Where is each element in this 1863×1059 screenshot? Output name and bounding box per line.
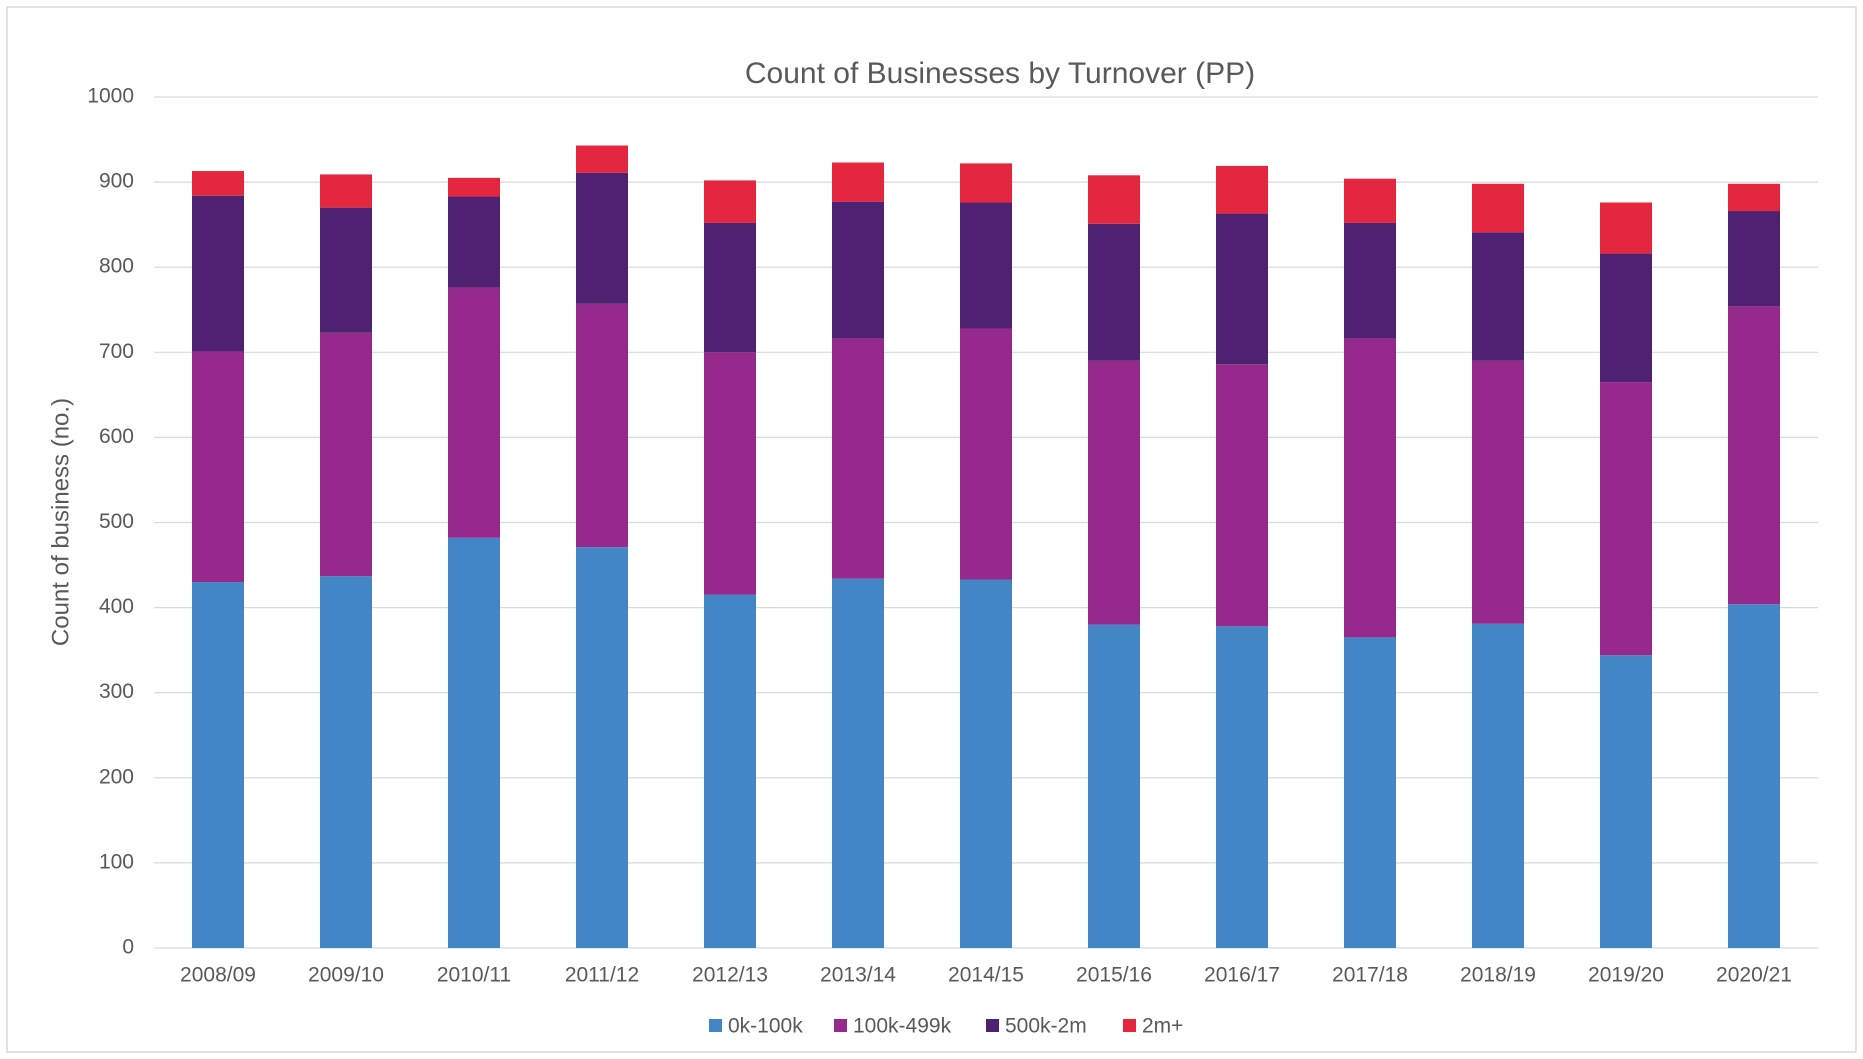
y-axis-label: Count of business (no.) [47,398,74,646]
y-tick-label: 500 [99,510,134,533]
bar-segment [1216,364,1268,627]
x-tick-label: 2014/15 [948,964,1024,987]
bar-segment [1088,624,1140,948]
bar-segment [192,195,244,352]
x-tick-label: 2008/09 [180,964,256,987]
bar-segment [320,332,372,577]
chart-border [6,6,1857,1053]
bar-segment [1344,178,1396,223]
bar-segment [960,328,1012,580]
bar-segment [704,180,756,223]
bar-segment [192,351,244,583]
bar-segment [320,576,372,948]
y-tick-label: 800 [99,255,134,278]
bar-segment [1600,253,1652,383]
bar-segment [960,202,1012,329]
bar-segment [1600,202,1652,254]
bar-segment [960,163,1012,203]
bar-segment [576,145,628,173]
x-tick-label: 2020/21 [1716,964,1792,987]
bar-segment [448,177,500,197]
x-tick-label: 2016/17 [1204,964,1280,987]
bar-segment [1600,382,1652,656]
bar-segment [1472,623,1524,948]
bar-segment [1472,360,1524,624]
legend-label: 100k-499k [853,1015,952,1038]
bar-segment [960,579,1012,948]
bar-segment [1216,213,1268,365]
bar-segment [320,174,372,208]
bar-segment [1216,626,1268,948]
x-tick-label: 2010/11 [437,964,511,987]
bar-segment [576,172,628,304]
bar-segment [1088,175,1140,224]
bar-segment [192,171,244,196]
bar-segment [1728,306,1780,605]
bar-segment [1088,223,1140,361]
legend-swatch [834,1019,847,1032]
bar-segment [1472,232,1524,361]
bar-segment [832,162,884,202]
bar-segment [1344,222,1396,339]
bar-segment [832,201,884,339]
bar-segment [1216,165,1268,214]
bar-segment [1600,655,1652,948]
y-tick-label: 600 [99,425,134,448]
x-tick-label: 2011/12 [565,964,639,987]
x-tick-label: 2009/10 [308,964,384,987]
y-tick-label: 400 [99,595,134,618]
bar-segment [320,207,372,333]
y-tick-label: 1000 [87,85,134,108]
legend-swatch [709,1019,722,1032]
y-tick-label: 200 [99,765,134,788]
bar-segment [832,578,884,948]
x-tick-label: 2013/14 [820,964,896,987]
bar-segment [704,594,756,948]
bar-segment [1728,211,1780,307]
bar-segment [448,287,500,538]
bar-segment [1344,338,1396,638]
legend-label: 0k-100k [728,1015,803,1038]
bar-segment [1728,183,1780,212]
bar-segment [704,222,756,353]
bar-segment [1088,360,1140,625]
bar-segment [832,338,884,579]
bar-segment [1728,604,1780,948]
bar-segment [576,303,628,548]
x-tick-label: 2015/16 [1076,964,1152,987]
legend-swatch [1123,1019,1136,1032]
y-tick-label: 700 [99,340,134,363]
x-tick-label: 2018/19 [1460,964,1536,987]
bar-segment [448,196,500,288]
y-tick-label: 900 [99,170,134,193]
bar-segment [1472,183,1524,233]
chart-title: Count of Businesses by Turnover (PP) [745,57,1255,90]
bar-segment [704,352,756,595]
x-tick-label: 2019/20 [1588,964,1664,987]
x-tick-label: 2012/13 [692,964,768,987]
bar-segment [1344,637,1396,948]
legend-swatch [986,1019,999,1032]
y-tick-label: 300 [99,680,134,703]
y-tick-label: 100 [99,850,134,873]
bar-segment [448,537,500,948]
bar-segment [576,547,628,948]
legend-label: 2m+ [1142,1015,1183,1038]
x-tick-label: 2017/18 [1332,964,1408,987]
legend-label: 500k-2m [1005,1015,1087,1038]
y-tick-label: 0 [122,936,134,959]
bar-segment [192,582,244,948]
